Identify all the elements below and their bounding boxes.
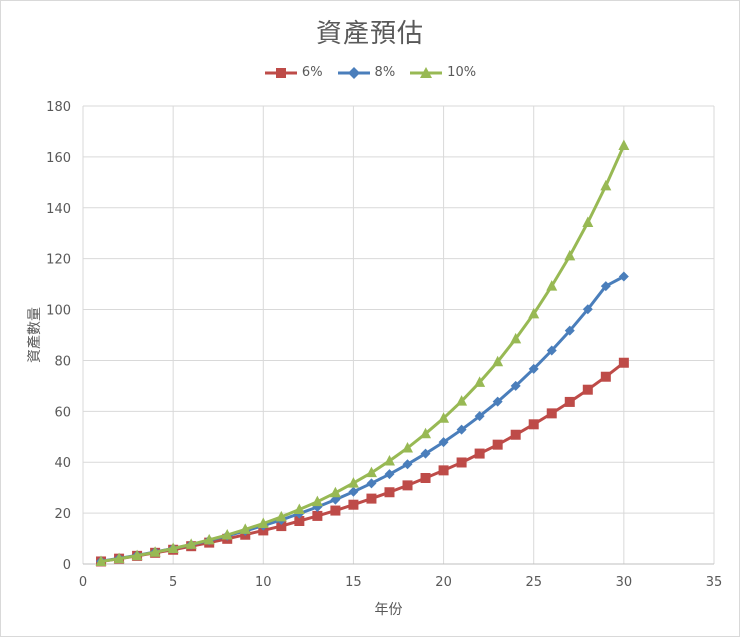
series-0-point-25 <box>546 408 557 419</box>
series-2-point-1 <box>113 552 125 564</box>
series-1-point-22 <box>492 396 503 407</box>
series-0-point-15 <box>366 493 377 504</box>
series-0-point-29 <box>618 357 629 368</box>
series-1-point-26 <box>564 325 575 336</box>
series-2-point-4 <box>167 542 179 553</box>
series-0-point-22 <box>492 439 503 450</box>
legend-label-series-0: 6% <box>301 65 323 80</box>
series-0-point-13 <box>330 505 341 516</box>
series-0-point-17 <box>402 480 413 491</box>
legend-swatch-series-1 <box>337 66 370 79</box>
y-tick-label-8: 160 <box>46 151 71 166</box>
series-1-point-29 <box>618 271 629 282</box>
y-tick-label-9: 180 <box>46 100 71 115</box>
series-0-point-11 <box>294 515 305 526</box>
series-1-point-18 <box>420 448 431 459</box>
series-0-point-20 <box>456 457 467 468</box>
series-2-point-10 <box>275 510 287 522</box>
y-tick-label-3: 60 <box>54 405 71 420</box>
series-1-point-15 <box>366 478 377 489</box>
x-tick-label-6: 30 <box>616 575 633 590</box>
y-tick-label-4: 80 <box>54 354 71 369</box>
series-2-point-24 <box>528 307 540 319</box>
x-tick-label-1: 5 <box>169 575 177 590</box>
series-2-point-6 <box>203 533 215 545</box>
series-2-point-16 <box>383 454 395 466</box>
y-tick-label-2: 40 <box>54 456 71 471</box>
series-2-point-2 <box>131 549 143 561</box>
legend-item-series-1: 8% <box>337 65 396 80</box>
series-0-point-24 <box>528 419 539 430</box>
series-1-point-16 <box>384 469 395 480</box>
y-tick-label-5: 100 <box>46 304 71 319</box>
series-2-point-25 <box>546 280 558 291</box>
series-1-point-19 <box>438 437 449 448</box>
legend-swatch-series-2 <box>410 66 443 78</box>
x-axis-title: 年份 <box>375 602 403 618</box>
series-2-point-7 <box>221 528 233 540</box>
series-1-point-28 <box>600 281 611 292</box>
series-0-point-27 <box>582 384 593 395</box>
series-1-point-17 <box>402 459 413 470</box>
x-tick-label-3: 15 <box>345 575 362 590</box>
series-0-point-19 <box>438 465 449 476</box>
series-0-point-14 <box>348 499 359 510</box>
series-2-point-5 <box>185 538 197 549</box>
legend-item-series-2: 10% <box>409 65 476 80</box>
series-2-point-23 <box>510 332 522 344</box>
x-tick-label-0: 0 <box>79 575 87 590</box>
series-1-point-27 <box>582 304 593 315</box>
series-2-point-28 <box>600 179 612 191</box>
series-1-point-14 <box>348 486 359 497</box>
y-tick-label-0: 0 <box>63 558 71 573</box>
series-2-point-3 <box>149 546 161 557</box>
x-tick-label-5: 25 <box>525 575 542 590</box>
legend-label-series-2: 10% <box>447 65 477 80</box>
series-2-point-0 <box>95 555 107 566</box>
chart-title: 資產預估 <box>315 19 424 49</box>
series-2-point-17 <box>402 441 414 453</box>
series-2-point-14 <box>347 477 359 488</box>
series-1-point-23 <box>510 380 521 391</box>
legend-swatch-series-0 <box>264 67 297 78</box>
series-1-point-21 <box>474 411 485 422</box>
legend-label-series-1: 8% <box>374 65 396 80</box>
series-2-point-21 <box>474 376 486 387</box>
series-2-point-27 <box>582 216 594 228</box>
series-2-point-12 <box>311 495 323 507</box>
y-tick-label-1: 20 <box>54 507 71 522</box>
y-axis-title: 資產數量 <box>26 307 43 363</box>
series-0-point-10 <box>276 521 287 532</box>
chart-legend: 6% 8% 10% <box>1 65 739 80</box>
series-1-point-25 <box>546 345 557 356</box>
series-0-point-12 <box>312 510 323 521</box>
y-tick-label-6: 120 <box>46 253 71 268</box>
series-0-point-18 <box>420 472 431 483</box>
series-0-point-16 <box>384 487 395 498</box>
x-tick-label-7: 35 <box>706 575 723 590</box>
series-2-point-22 <box>492 355 504 367</box>
series-2-point-29 <box>618 139 630 150</box>
series-0-point-26 <box>564 396 575 407</box>
series-2-point-20 <box>456 395 468 406</box>
legend-item-series-0: 6% <box>264 65 323 80</box>
series-2-point-8 <box>239 523 251 534</box>
series-2-point-13 <box>329 486 341 498</box>
series-1-point-20 <box>456 424 467 435</box>
series-2-point-19 <box>438 412 450 423</box>
series-0-point-28 <box>600 371 611 382</box>
series-2-point-11 <box>293 503 305 515</box>
series-2-point-9 <box>257 517 269 529</box>
series-0-point-21 <box>474 448 485 459</box>
series-1-point-24 <box>528 363 539 374</box>
series-0-point-23 <box>510 429 521 440</box>
x-tick-label-2: 10 <box>255 575 272 590</box>
series-2-point-15 <box>365 466 377 478</box>
series-2-point-26 <box>564 249 576 261</box>
y-tick-label-7: 140 <box>46 202 71 217</box>
series-2-point-18 <box>420 427 432 439</box>
x-tick-label-4: 20 <box>435 575 452 590</box>
